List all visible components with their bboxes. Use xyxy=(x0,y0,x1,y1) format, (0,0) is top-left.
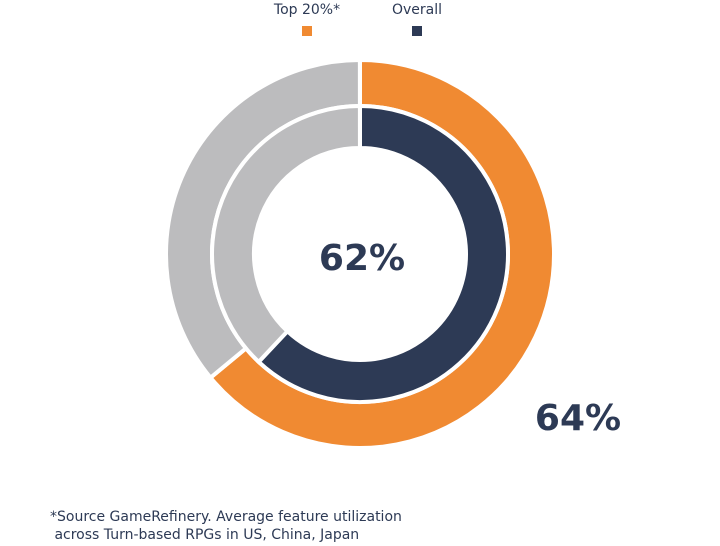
outer-value-label: 64% xyxy=(535,398,621,439)
legend: Top 20%* Overall xyxy=(0,0,720,40)
legend-swatch-overall xyxy=(412,26,422,36)
inner-ring xyxy=(210,103,510,404)
inner-ring-remainder-segment xyxy=(210,103,362,365)
legend-swatch-top20 xyxy=(302,26,312,36)
inner-value-label: 62% xyxy=(319,238,405,279)
legend-label-top20: Top 20%* xyxy=(273,2,341,18)
footnote-line-2: across Turn-based RPGs in US, China, Jap… xyxy=(50,527,360,543)
legend-label-overall: Overall xyxy=(391,2,443,18)
inner-ring-value-segment xyxy=(255,103,510,404)
footnote-line-1: *Source GameRefinery. Average feature ut… xyxy=(50,509,402,525)
legend-item-overall: Overall xyxy=(372,0,462,36)
footnote: *Source GameRefinery. Average feature ut… xyxy=(50,508,402,544)
legend-item-top20: Top 20%* xyxy=(262,0,352,36)
